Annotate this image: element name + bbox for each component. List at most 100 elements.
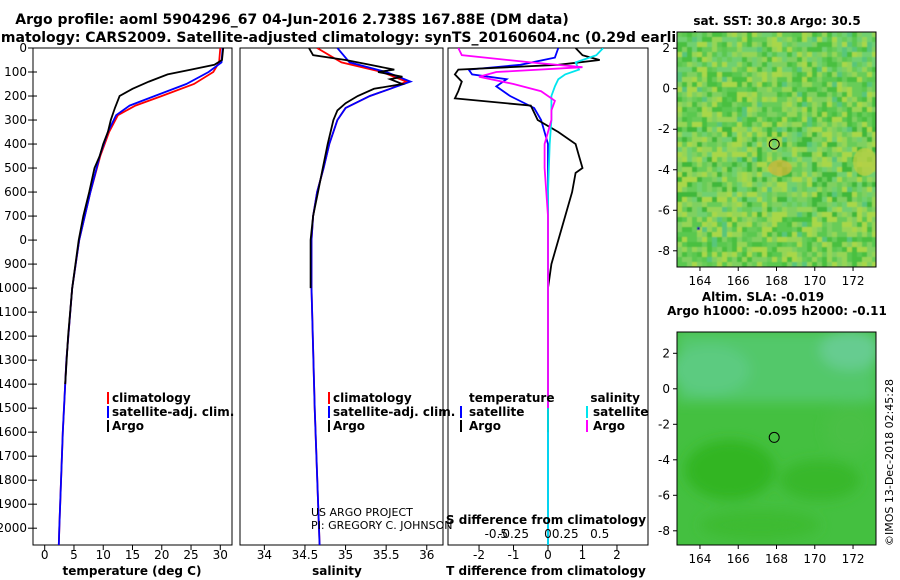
difference-xlabel: T difference from climatology [446,564,646,578]
depth-tick-label: 200 [4,89,27,103]
legend-t-argo-label: Argo [469,419,501,433]
depth-tick-label: 400 [4,137,27,151]
difference-xtick2-label: 0.5 [590,527,609,541]
salinity-plot-frame [239,47,444,546]
sla-map-xtick-label: 166 [727,552,750,566]
depth-tick-label: 900 [4,257,27,271]
depth-tick-label: 600 [4,185,27,199]
figure-title-line2: Climatology: CARS2009. Satellite-adjuste… [0,30,699,46]
difference-legend: temperature satellite Argo salinity sate… [460,391,648,433]
legend-t-satellite-label: satellite [469,405,524,419]
argo-height-title: Argo h1000: -0.095 h2000: -0.11 [667,304,887,318]
temperature-series-climatology [57,48,222,545]
sla-map-ytick-label: -6 [658,488,670,502]
sst-map-xtick-label: 170 [803,274,826,288]
salinity-xtick-label: 34.5 [292,548,319,562]
depth-tick-label: 1700 [0,449,27,463]
imos-stamp: ©IMOS 13-Dec-2018 02:45:28 [883,379,896,546]
depth-tick-label: 100 [4,65,27,79]
sla-map-ytick-label: 2 [662,346,670,360]
temperature-xtick-label: 30 [213,548,228,562]
depth-tick-label: 700 [4,209,27,223]
depth-tick-label: 1900 [0,497,27,511]
sla-map-ytick-label: -8 [658,524,670,538]
legend-s-satellite-label: satellite [593,405,648,419]
depth-tick-label: 300 [4,113,27,127]
salinity-xtick-label: 35.5 [373,548,400,562]
temperature-xtick-label: 10 [96,548,111,562]
sst-map-ytick-label: -6 [658,203,670,217]
salinity-xtick-label: 36 [419,548,434,562]
temperature-series [57,48,225,545]
temperature-xtick-label: 5 [70,548,78,562]
sla-map-argo-marker [768,431,780,443]
depth-tick-label: 1300 [0,353,27,367]
temperature-series-argo [64,48,225,385]
depth-tick-label: 500 [4,161,27,175]
sst-map-xtick-label: 172 [842,274,865,288]
legend-s-argo-label: Argo [593,419,625,433]
sla-map-xtick-label: 164 [689,552,712,566]
sst-map-title: sat. SST: 30.8 Argo: 30.5 [693,14,860,28]
difference-xtick-label: 1 [579,548,587,562]
salinity-legend: climatology satellite-adj. clim. Argo [328,391,455,433]
temperature-xtick-label: 0 [41,548,49,562]
difference-xtick-label: 2 [613,548,621,562]
sla-map-field [677,332,876,540]
temperature-series-satellite-adj-clim- [57,48,224,545]
sst-map-ytick-label: -8 [658,244,670,258]
salinity-xlabel: salinity [312,564,362,578]
depth-tick-label: 1200 [0,329,27,343]
difference-xtick2-label: 0.25 [552,527,579,541]
legend-climatology-label: climatology [112,391,191,405]
temperature-xlabel: temperature (deg C) [63,564,202,578]
depth-tick-label: 0 [19,233,27,247]
depth-tick-label: 1400 [0,377,27,391]
legend-climatology-label: climatology [333,391,412,405]
sla-map-xtick-label: 170 [803,552,826,566]
difference-xtick2-label: -0.25 [498,527,529,541]
sla-map-ytick-label: -2 [658,417,670,431]
sst-map-xtick-label: 168 [765,274,788,288]
sla-map-title: Altim. SLA: -0.019 [702,290,824,304]
legend-satellite-label: satellite-adj. clim. [112,405,234,419]
axes: 0 5 10 15 20 25 30 34 34.5 35 35.5 36 -2 -1 0 1 2 -0.5-0.… [0,41,621,562]
legend-argo-label: Argo [333,419,365,433]
temperature-xtick-label: 15 [125,548,140,562]
depth-tick-label: 1600 [0,425,27,439]
legend-satellite-label: satellite-adj. clim. [333,405,455,419]
difference-xtick-label: 0 [544,548,552,562]
temperature-xtick-label: 20 [154,548,169,562]
salinity-series-satellite-adj-clim- [310,48,414,545]
depth-tick-label: 2000 [0,521,27,535]
difference-xtick-label: -1 [508,548,520,562]
credit-pi: PI: GREGORY C. JOHNSON [311,519,452,532]
depth-tick-label: 1800 [0,473,27,487]
figure-title-line1: Argo profile: aoml 5904296_67 04-Jun-201… [15,12,568,28]
depth-tick-label: 1500 [0,401,27,415]
depth-tick-label: 1000 [0,281,27,295]
sla-map-ytick-label: 0 [662,382,670,396]
sst-map-xtick-label: 166 [727,274,750,288]
difference-xtick2-label: -0.5 [485,527,508,541]
sst-map-ytick-label: 2 [662,41,670,55]
sla-map-xtick-label: 172 [842,552,865,566]
difference-series-s-argo [457,48,583,409]
sst-map-xtick-label: 164 [689,274,712,288]
salinity-xtick-label: 34 [257,548,272,562]
sla-map-ytick-label: -4 [658,453,670,467]
depth-tick-label: 0 [19,41,27,55]
sla-map [677,332,876,545]
legend-argo-label: Argo [112,419,144,433]
difference-series-t-argo [453,48,600,433]
difference-series-s-satellite [547,48,604,545]
depth-tick-label: 1100 [0,305,27,319]
salinity-xtick-label: 35 [338,548,353,562]
map-axes: 164 166 168 170 172 2 0 -2 -4 -6 -8 164 166 168 170 172… [658,41,864,566]
sst-map-argo-marker [768,138,780,150]
difference-series-t-satellite [467,48,560,545]
temperature-legend: climatology satellite-adj. clim. Argo [107,391,234,433]
salinity-series-climatology [310,48,409,545]
difference-xtick-label: -2 [473,548,485,562]
